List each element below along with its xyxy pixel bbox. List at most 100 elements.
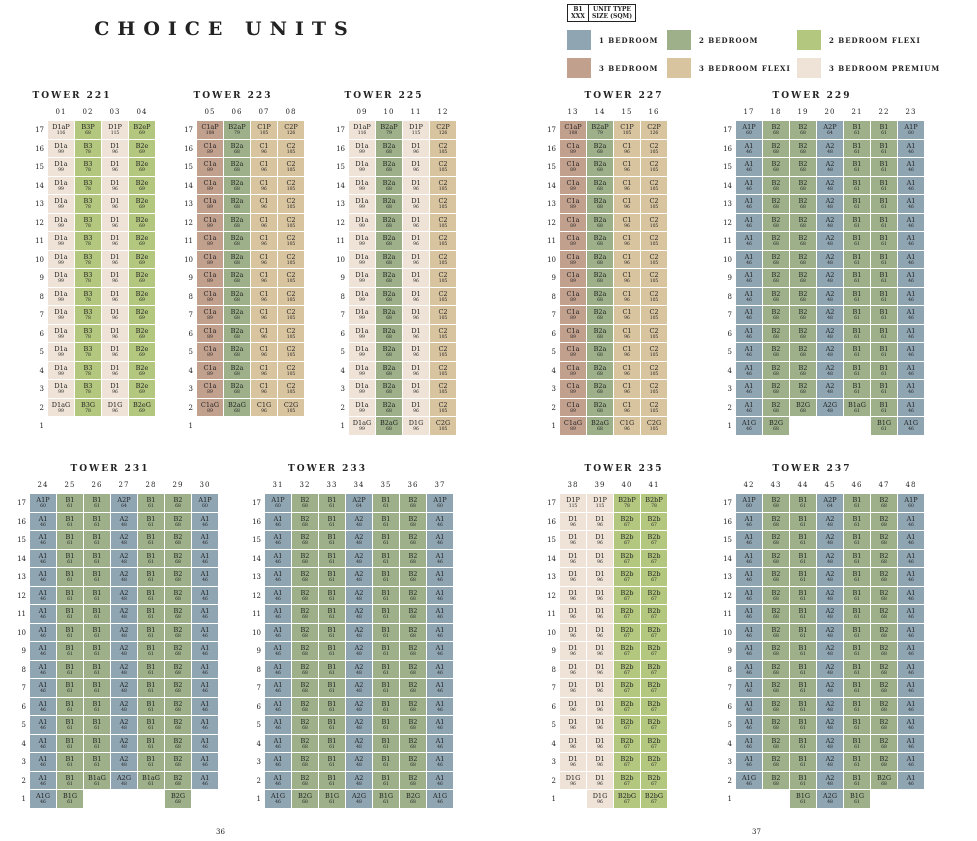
unit-cell: C2 105 [641, 306, 668, 325]
floor-number: 8 [727, 665, 732, 674]
unit-size-label: 46 [908, 297, 914, 303]
tower-title: TOWER 225 [344, 91, 424, 101]
unit-cell: B1 61 [373, 716, 400, 735]
unit-size-label: 46 [40, 559, 46, 565]
unit-type-label: A1G [903, 419, 919, 427]
unit-size-label: 46 [275, 763, 281, 768]
unit-type-label: D1G [592, 792, 608, 800]
unit-type-label: B1 [381, 662, 391, 671]
unit-type-label: C2 [438, 271, 448, 279]
unit-size-label: 105 [438, 260, 448, 266]
unit-cell: C1 96 [614, 158, 641, 177]
unit-cell: A2 48 [346, 605, 373, 624]
floor-number: 6 [551, 702, 556, 711]
unit-cell: B1 61 [871, 398, 898, 417]
unit-size-label: 61 [854, 371, 860, 377]
floor-number: 8 [551, 292, 556, 301]
unit-size-label: 68 [597, 186, 603, 192]
unit-type-label: D1a [355, 197, 369, 205]
unit-type-label: A1 [273, 588, 283, 597]
unit-type-label: A1 [744, 533, 754, 541]
tower-title: TOWER 229 [772, 91, 852, 101]
unit-size-label: 61 [67, 633, 73, 639]
unit-size-label: 68 [234, 353, 240, 358]
unit-cell: C1a 89 [560, 139, 587, 158]
unit-type-label: B2 [408, 588, 418, 597]
stack-number: 37 [434, 481, 446, 489]
unit-size-label: 68 [773, 726, 779, 731]
unit-cell: C1a 89 [560, 306, 587, 325]
unit-cell: B1 61 [790, 512, 817, 531]
unit-size-label: 46 [202, 781, 208, 787]
unit-cell: B2a 68 [587, 139, 614, 158]
unit-type-label: D1a [54, 363, 68, 372]
unit-type-label: C1 [259, 363, 269, 372]
unit-type-label: B2 [771, 141, 781, 150]
floor-number: 5 [21, 721, 26, 729]
unit-size-label: 96 [413, 205, 419, 210]
unit-size-label: 46 [746, 781, 752, 787]
unit-cell: A1 46 [898, 398, 925, 417]
unit-cell: B2 68 [292, 660, 319, 679]
unit-cell: B2b 67 [614, 679, 641, 698]
unit-size-label: 68 [597, 371, 603, 377]
unit-size-label: 89 [570, 260, 576, 266]
unit-cell: B2a 68 [224, 158, 251, 177]
unit-cell: C2 105 [641, 361, 668, 380]
unit-type-label: A1 [744, 551, 754, 560]
unit-size-label: 68 [410, 763, 416, 768]
unit-size-label: 68 [800, 186, 806, 192]
unit-cell: B2a 68 [224, 306, 251, 325]
unit-type-label: B2 [300, 662, 310, 671]
unit-size-label: 46 [746, 522, 752, 528]
unit-cell: B2e 69 [129, 158, 156, 177]
unit-size-label: 68 [410, 652, 416, 657]
unit-type-label: B1 [852, 345, 862, 353]
unit-size-label: 60 [437, 504, 443, 509]
unit-type-label: B3 [83, 363, 93, 372]
unit-type-label: B3P [81, 123, 95, 131]
unit-size-label: 46 [908, 744, 914, 750]
unit-type-label: A1 [744, 363, 754, 372]
unit-size-label: 68 [800, 371, 806, 377]
floor-number: 13 [17, 573, 26, 581]
unit-cell: B2b 67 [614, 568, 641, 587]
unit-type-label: B2G [876, 773, 892, 782]
unit-type-label: C1 [622, 289, 632, 298]
unit-size-label: 48 [356, 689, 362, 694]
unit-cell: A1 46 [736, 753, 763, 772]
unit-cell: B2e 69 [129, 232, 156, 251]
unit-size-label: 61 [854, 652, 860, 657]
unit-type-label: B2e [135, 252, 149, 261]
unit-size-label: 48 [356, 633, 362, 639]
unit-type-label: B2a [230, 178, 244, 187]
unit-type-label: B2e [135, 178, 149, 187]
unit-type-label: C2 [438, 326, 448, 335]
unit-size-label: 61 [854, 615, 860, 620]
unit-size-label: 61 [94, 670, 100, 676]
unit-cell: A2P 64 [346, 494, 373, 513]
unit-cell: B1 61 [57, 605, 84, 624]
unit-type-label: A2 [119, 607, 129, 615]
unit-size-label: 68 [302, 541, 308, 546]
floor-number: 5 [727, 348, 732, 356]
unit-size-label: 69 [139, 260, 145, 266]
unit-size-label: 48 [121, 652, 127, 657]
unit-size-label: 61 [148, 541, 154, 546]
unit-size-label: 46 [437, 652, 443, 657]
unit-type-label: D1a [54, 234, 68, 242]
unit-type-label: B1 [146, 533, 156, 541]
unit-cell: B2b 67 [641, 623, 668, 642]
unit-type-label: D1a [54, 289, 68, 298]
unit-size-label: 89 [207, 316, 213, 321]
unit-size-label: 96 [624, 168, 630, 173]
unit-cell: C1 96 [614, 195, 641, 214]
legend-label: 3 BEDROOM PREMIUM [829, 63, 941, 73]
unit-size-label: 89 [570, 168, 576, 173]
unit-type-label: A1 [906, 625, 916, 634]
unit-type-label: B1 [852, 718, 862, 726]
unit-cell: A2P 64 [817, 121, 844, 140]
unit-type-label: B2e [135, 215, 149, 224]
unit-size-label: 96 [624, 260, 630, 266]
unit-size-label: 68 [302, 559, 308, 565]
